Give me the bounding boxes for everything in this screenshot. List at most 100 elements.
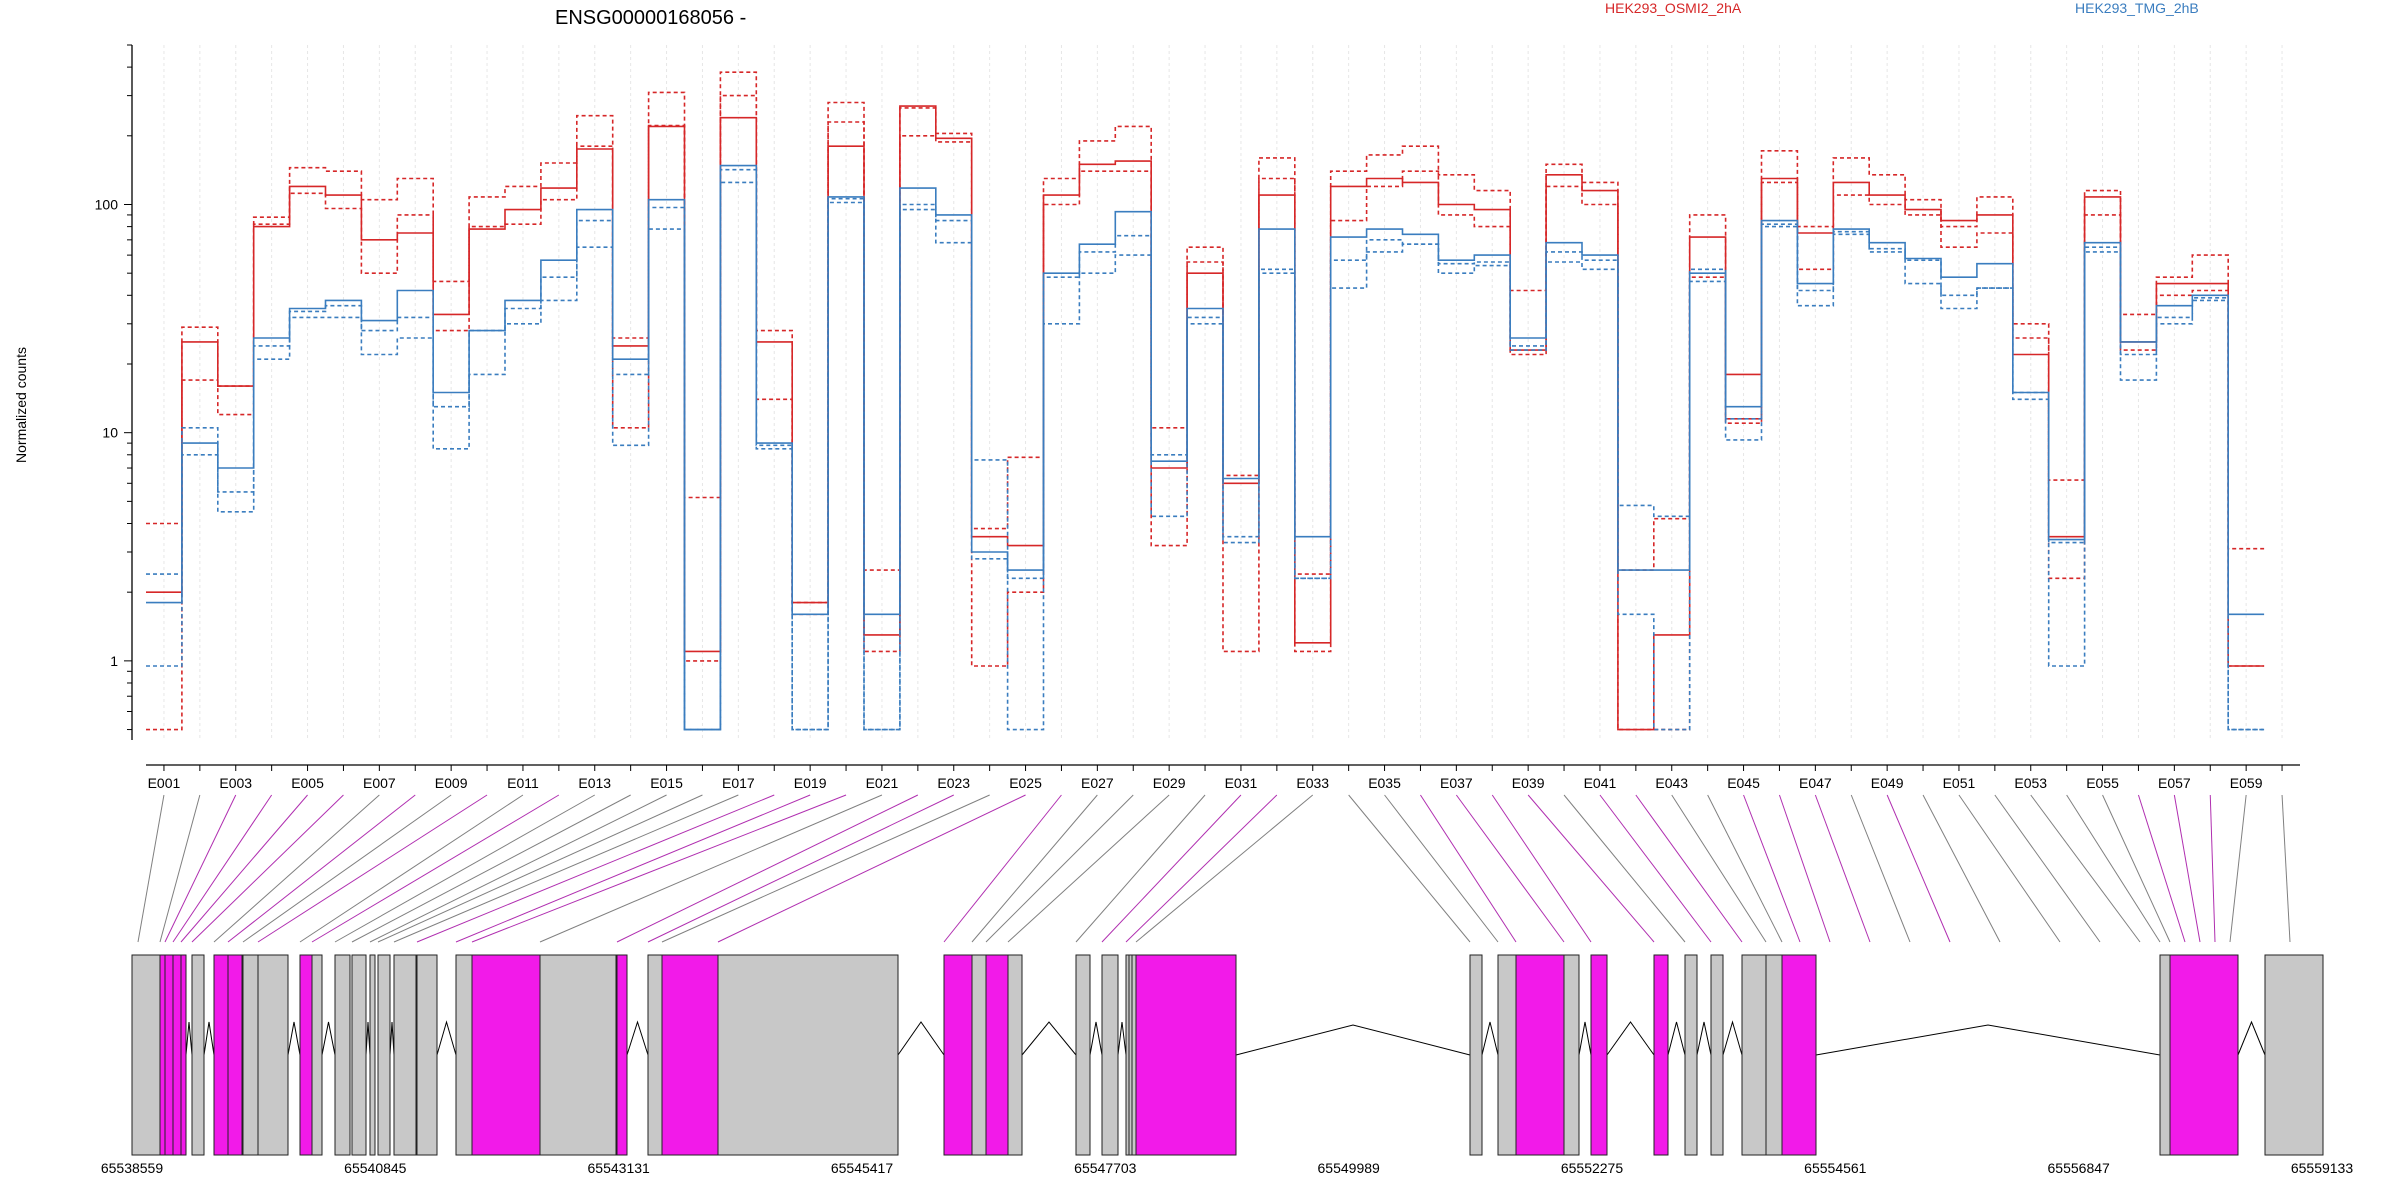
exon-connector-line <box>717 794 1026 943</box>
exon-connector-line <box>2066 794 2161 943</box>
exon-box-highlighted <box>1135 954 1237 1156</box>
x-tick-label: E023 <box>937 775 970 791</box>
x-tick-label: E003 <box>219 775 252 791</box>
genomic-coordinate-label: 65540845 <box>344 1160 407 1176</box>
exon-box-highlighted <box>299 954 313 1156</box>
exon-connector-line <box>471 794 847 943</box>
x-tick-label: E019 <box>794 775 827 791</box>
series-line-osmi2-1 <box>146 71 2265 616</box>
intron-line <box>365 1021 371 1056</box>
exon-box <box>1563 954 1580 1156</box>
x-tick-label: E053 <box>2014 775 2047 791</box>
exon-connector-line <box>1707 794 1783 943</box>
exon-connector-line <box>1814 794 1871 943</box>
exon-connector-line <box>257 794 488 943</box>
exon-box-highlighted <box>471 954 541 1156</box>
exon-box <box>1469 954 1483 1156</box>
exon-box <box>455 954 473 1156</box>
exon-box <box>334 954 351 1156</box>
genomic-coordinate-label: 65545417 <box>831 1160 894 1176</box>
exon-box-highlighted <box>159 954 166 1156</box>
exon-connector-line <box>377 794 703 943</box>
exon-box <box>257 954 289 1156</box>
genomic-coordinate-label: 65556847 <box>2048 1160 2111 1176</box>
exon-connector-line <box>971 794 1098 943</box>
exon-connector-line <box>2229 794 2247 943</box>
intron-line <box>1578 1021 1592 1056</box>
genomic-coordinate-label: 65547703 <box>1074 1160 1137 1176</box>
exon-box-highlighted <box>616 954 628 1156</box>
exon-box-highlighted <box>1653 954 1669 1156</box>
exon-connector-line <box>334 794 595 943</box>
exon-connector-line <box>1491 794 1592 943</box>
axes: 1 10 100 E001 E003 E005 E007 E009 E011 E013 E015 E0… <box>95 44 2300 791</box>
x-tick-label: E037 <box>1440 775 1473 791</box>
x-tick-label: E025 <box>1009 775 1042 791</box>
intron-line <box>1815 1024 2161 1056</box>
x-tick-label: E033 <box>1296 775 1329 791</box>
intron-line <box>321 1021 336 1056</box>
intron-line <box>436 1020 457 1056</box>
exon-connector-line <box>985 794 1134 943</box>
x-tick-label: E009 <box>435 775 468 791</box>
intron-line <box>1722 1020 1743 1056</box>
exon-connector-line <box>227 794 416 943</box>
exon-connector-line <box>1778 794 1831 943</box>
x-tick-label: E055 <box>2086 775 2119 791</box>
exon-box <box>191 954 205 1156</box>
vertical-grid <box>163 45 2283 740</box>
exon-connector-line <box>661 794 990 943</box>
x-tick-label: E051 <box>1943 775 1976 791</box>
x-tick-label: E007 <box>363 775 396 791</box>
exon-box-highlighted <box>1590 954 1608 1156</box>
exon-connector-line <box>1635 794 1743 943</box>
exon-connector-line <box>1527 794 1655 943</box>
x-tick-label: E041 <box>1584 775 1617 791</box>
exon-box <box>1075 954 1091 1156</box>
exon-connector-line <box>1101 794 1242 943</box>
x-tick-label: E035 <box>1368 775 1401 791</box>
genomic-coordinate-label: 65552275 <box>1561 1160 1624 1176</box>
exon-box-highlighted <box>661 954 719 1156</box>
exon-box <box>647 954 663 1156</box>
intron-line <box>1089 1021 1103 1056</box>
intron-line <box>1481 1021 1499 1056</box>
gene-model <box>131 954 2324 1156</box>
series-layer <box>146 71 2265 731</box>
x-tick-label: E001 <box>148 775 181 791</box>
exon-box-highlighted <box>172 954 182 1156</box>
exon-connector-line <box>1743 794 1801 943</box>
legend-entry-osmi2: HEK293_OSMI2_2hA <box>1605 0 1742 16</box>
genomic-coordinate-label: 65549989 <box>1318 1160 1381 1176</box>
exon-connector-line <box>2281 794 2291 943</box>
exon-connector-line <box>180 794 308 943</box>
exon-connector-line <box>1922 794 2001 943</box>
intron-line <box>897 1021 945 1056</box>
exon-connector-line <box>1384 794 1499 943</box>
exon-connector-line <box>172 794 273 943</box>
x-tick-label: E021 <box>866 775 899 791</box>
exon-connector-line <box>1348 794 1471 943</box>
exon-box <box>1101 954 1119 1156</box>
exon-connector-line <box>159 794 201 943</box>
exon-connector-line <box>369 794 667 943</box>
y-axis-label: Normalized counts <box>13 347 29 463</box>
exon-box <box>393 954 417 1156</box>
x-tick-label: E013 <box>578 775 611 791</box>
x-tick-label: E011 <box>507 775 539 791</box>
exon-connector-line <box>137 794 165 943</box>
x-tick-label: E027 <box>1081 775 1114 791</box>
intron-line <box>1021 1021 1077 1056</box>
exon-box <box>1007 954 1023 1156</box>
x-tick-label: E059 <box>2230 775 2263 791</box>
exon-connectors <box>137 794 2291 943</box>
x-tick-label: E005 <box>291 775 324 791</box>
intron-line <box>203 1021 215 1056</box>
exon-box <box>2264 954 2324 1156</box>
x-tick-label: E039 <box>1512 775 1545 791</box>
y-tick-label: 10 <box>102 425 118 441</box>
x-tick-label: E015 <box>650 775 683 791</box>
intron-line <box>1696 1021 1712 1056</box>
